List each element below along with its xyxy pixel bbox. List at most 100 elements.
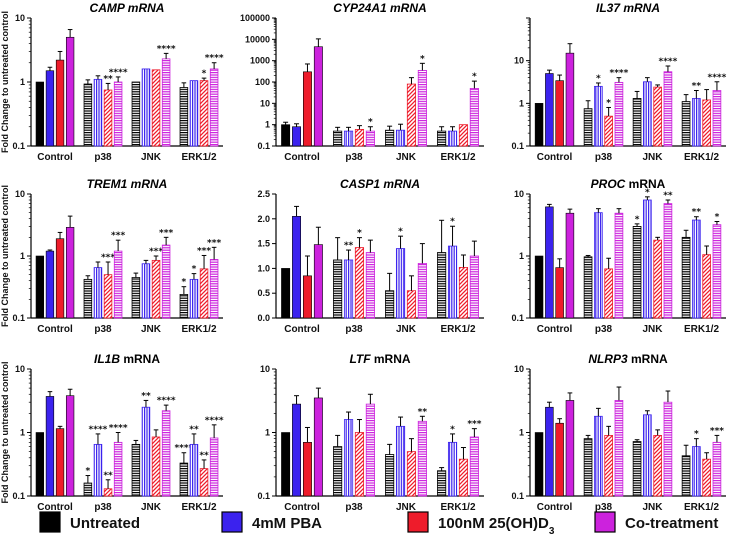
y-tick-label: 0.1 [511,491,524,501]
bar-untreated-jnk [131,277,141,319]
bar-untreated-jnk [385,454,395,497]
bar-vitd-p38 [103,274,113,319]
bar-pba-control [545,406,554,497]
bar-pba-p38 [343,259,354,319]
significance-label: * [606,98,611,108]
y-tick-label: 10 [260,98,270,108]
bar-vitd-control [55,59,65,147]
bar-cotreatment-erk12 [209,68,219,147]
bar-pba-control [545,206,554,319]
y-tick-label: 10 [15,364,25,374]
bar-cotreatment-jnk [663,71,673,147]
bar-untreated-erk12 [437,130,447,147]
x-category-label: Control [37,502,73,513]
bar-untreated-erk12 [437,470,447,497]
x-category-label: JNK [642,152,663,163]
bar-untreated-p38 [583,438,593,497]
bar-vitd-erk12 [702,99,711,147]
bar-vitd-erk12 [458,267,469,319]
bar-pba-control [545,73,554,147]
bar-cotreatment-p38 [614,400,624,497]
bar-cotreatment-erk12 [469,88,479,147]
bar-untreated-p38 [333,130,343,147]
significance-label: **** [659,57,678,67]
x-category-label: JNK [396,502,417,513]
x-category-label: Control [284,502,320,513]
bar-pba-jnk [643,414,652,497]
y-axis-label: Fold Change to untreated control [0,11,10,153]
bar-untreated-p38 [333,446,343,497]
significance-label: *** [197,246,211,256]
significance-label: **** [610,69,629,79]
y-tick-label: 0.1 [257,491,270,501]
bar-untreated-jnk [632,98,642,147]
bar-cotreatment-erk12 [469,255,479,319]
bar-cotreatment-p38 [365,252,375,319]
chart-title: LTF mRNA [349,352,410,366]
bar-cotreatment-p38 [614,81,624,147]
bar-vitd-erk12 [702,254,711,319]
bar-cotreatment-jnk [663,203,673,319]
y-tick-label: 0.1 [12,141,25,151]
bar-vitd-p38 [604,115,613,147]
bar-cotreatment-erk12 [209,437,219,497]
bar-untreated-erk12 [681,455,691,497]
bar-untreated-jnk [632,441,642,497]
bar-pba-p38 [93,78,103,147]
bar-cotreatment-jnk [417,69,427,147]
x-category-label: p38 [94,152,112,163]
significance-label: * [202,69,207,79]
y-tick-label: 2.5 [257,189,270,199]
x-category-label: ERK1/2 [181,152,216,163]
bar-vitd-jnk [653,239,662,319]
significance-label: *** [207,238,221,248]
significance-label: *** [710,426,724,436]
bar-untreated-p38 [83,482,93,497]
x-category-label: p38 [345,324,363,335]
bar-untreated-jnk [131,443,141,497]
bar-cotreatment-erk12 [712,441,722,497]
bar-vitd-p38 [354,128,365,147]
bar-untreated-erk12 [681,101,691,147]
x-category-label: p38 [94,502,112,513]
significance-label: **** [174,444,193,454]
bar-untreated-control [281,124,291,147]
bar-untreated-erk12 [179,294,189,319]
x-category-label: ERK1/2 [440,324,475,335]
bar-pba-erk12 [447,130,458,147]
bar-untreated-p38 [583,108,593,147]
bar-pba-erk12 [189,443,199,497]
significance-label: *** [111,231,125,241]
y-tick-label: 1 [519,98,524,108]
y-tick-label: 10 [514,364,524,374]
y-tick-label: 1 [519,251,524,261]
chart-panel-camp: CAMP mRNA 0.1 1 10 Fold Change to untreated … [0,1,224,163]
x-category-label: JNK [396,324,417,335]
x-category-label: Control [537,324,573,335]
significance-label: * [715,213,720,223]
bar-vitd-jnk [406,451,417,497]
bar-pba-jnk [395,425,406,497]
bar-cotreatment-control [565,52,575,147]
significance-label: *** [101,253,115,263]
significance-label: **** [109,424,128,434]
bar-cotreatment-control [313,244,323,319]
y-tick-label: 0.0 [257,313,270,323]
chart-panel-il1b: IL1B mRNA 0.1 1 10 Fold Change to untreated … [0,352,224,513]
legend-label-vitd: 100nM 25(OH)D3 [438,515,555,537]
bar-untreated-p38 [333,259,343,319]
bar-pba-control [292,126,302,147]
bar-untreated-p38 [83,83,93,147]
legend: Untreated 4mM PBA 100nM 25(OH)D3 Co-treatme… [39,511,718,537]
bar-untreated-erk12 [179,462,189,497]
x-category-label: Control [284,152,320,163]
bar-vitd-control [555,422,564,497]
significance-label: ** [141,391,151,401]
bar-vitd-jnk [406,290,417,319]
bar-vitd-jnk [151,259,161,319]
significance-label: * [192,265,197,275]
bar-vitd-erk12 [199,468,209,497]
y-tick-label: 0.1 [511,313,524,323]
bar-vitd-p38 [604,435,613,497]
